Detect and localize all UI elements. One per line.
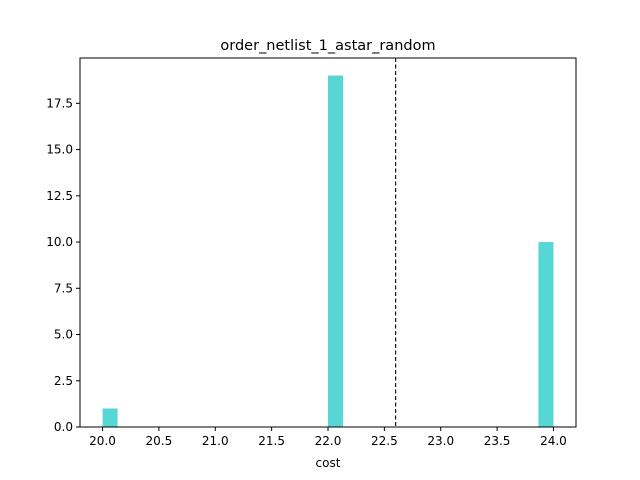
x-tick-label: 20.5 <box>146 434 173 448</box>
x-tick-label: 23.0 <box>427 434 454 448</box>
histogram-bar-1 <box>328 75 344 428</box>
y-ticks: 0.0 2.5 5.0 7.5 10.0 12.5 15.0 17.5 <box>46 96 80 434</box>
x-axis-label: cost <box>316 456 341 470</box>
x-tick-label: 20.0 <box>89 434 116 448</box>
x-ticks: 20.0 20.5 21.0 21.5 22.0 22.5 23.0 23.5 24.0 <box>89 427 567 448</box>
x-tick-label: 21.0 <box>202 434 229 448</box>
y-tick-label: 2.5 <box>54 374 73 388</box>
histogram-bar-2 <box>538 242 554 427</box>
y-tick-label: 12.5 <box>46 189 73 203</box>
x-tick-label: 22.5 <box>371 434 398 448</box>
chart-title: order_netlist_1_astar_random <box>220 38 435 54</box>
y-tick-label: 7.5 <box>54 281 73 295</box>
y-tick-label: 10.0 <box>46 235 73 249</box>
x-tick-label: 24.0 <box>540 434 567 448</box>
x-tick-label: 23.5 <box>484 434 511 448</box>
y-tick-label: 5.0 <box>54 328 73 342</box>
x-tick-label: 22.0 <box>315 434 342 448</box>
y-tick-label: 15.0 <box>46 143 73 157</box>
histogram-bar-0 <box>102 408 118 427</box>
x-tick-label: 21.5 <box>258 434 285 448</box>
bars-layer <box>102 75 554 428</box>
y-tick-label: 0.0 <box>54 420 73 434</box>
y-tick-label: 17.5 <box>46 96 73 110</box>
